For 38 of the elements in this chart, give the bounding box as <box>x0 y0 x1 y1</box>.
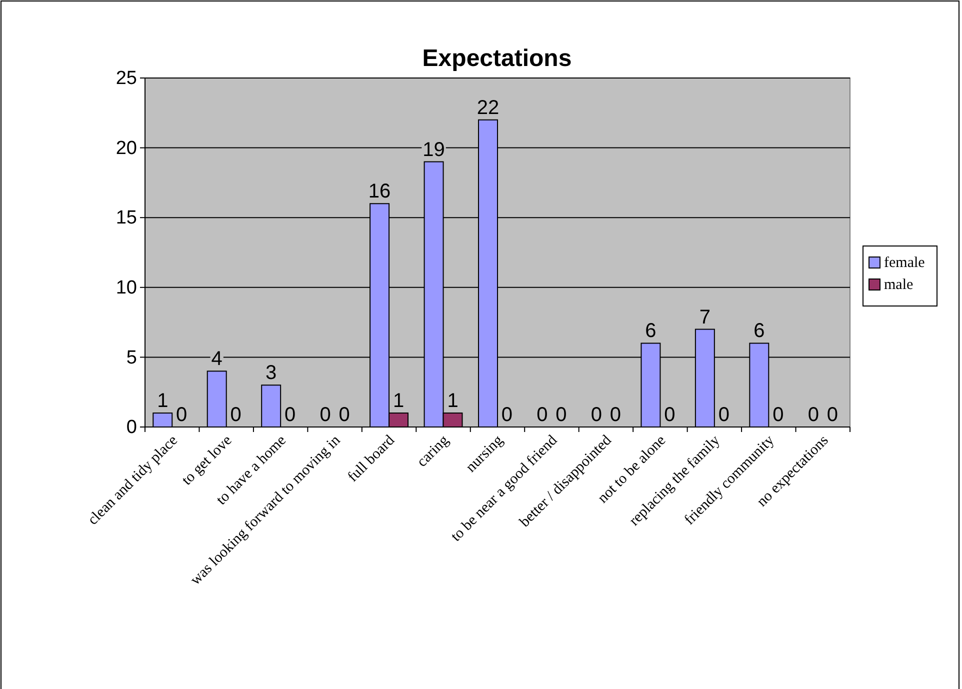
y-tick-label: 0 <box>126 417 137 438</box>
data-label: 0 <box>772 404 784 426</box>
data-label: 0 <box>610 404 622 426</box>
data-label: 22 <box>476 96 500 119</box>
data-label: 0 <box>230 404 242 426</box>
bar <box>152 412 173 428</box>
data-label: 0 <box>664 404 676 426</box>
y-tick-label: 5 <box>126 347 137 368</box>
data-label: 6 <box>645 320 656 342</box>
data-label: 6 <box>754 320 765 342</box>
data-label: 0 <box>536 404 548 426</box>
data-label: 0 <box>501 404 513 426</box>
data-label: 7 <box>699 306 710 328</box>
y-tick-label: 25 <box>116 68 137 90</box>
bar <box>261 384 282 428</box>
data-label: 1 <box>447 390 458 412</box>
legend-label: male <box>884 277 914 293</box>
bar <box>206 370 227 428</box>
data-label: 0 <box>808 404 819 426</box>
data-label: 0 <box>284 404 296 426</box>
data-label: 0 <box>718 404 730 426</box>
data-label: 0 <box>176 404 188 426</box>
data-label: 0 <box>338 404 350 426</box>
data-label: 1 <box>157 390 168 412</box>
data-label: 19 <box>422 138 445 161</box>
data-label: 4 <box>211 348 222 370</box>
data-label: 0 <box>556 404 567 426</box>
data-label: 3 <box>266 362 277 384</box>
data-label: 0 <box>590 404 602 426</box>
y-tick-label: 20 <box>116 138 137 159</box>
y-tick-label: 10 <box>116 277 137 298</box>
y-tick-label: 15 <box>116 208 137 229</box>
data-label: 0 <box>320 404 331 426</box>
data-label: 1 <box>392 390 404 412</box>
chart-title: Expectations <box>422 45 572 72</box>
data-label: 16 <box>368 180 391 203</box>
legend-label: female <box>884 255 926 271</box>
data-label: 0 <box>826 404 838 426</box>
